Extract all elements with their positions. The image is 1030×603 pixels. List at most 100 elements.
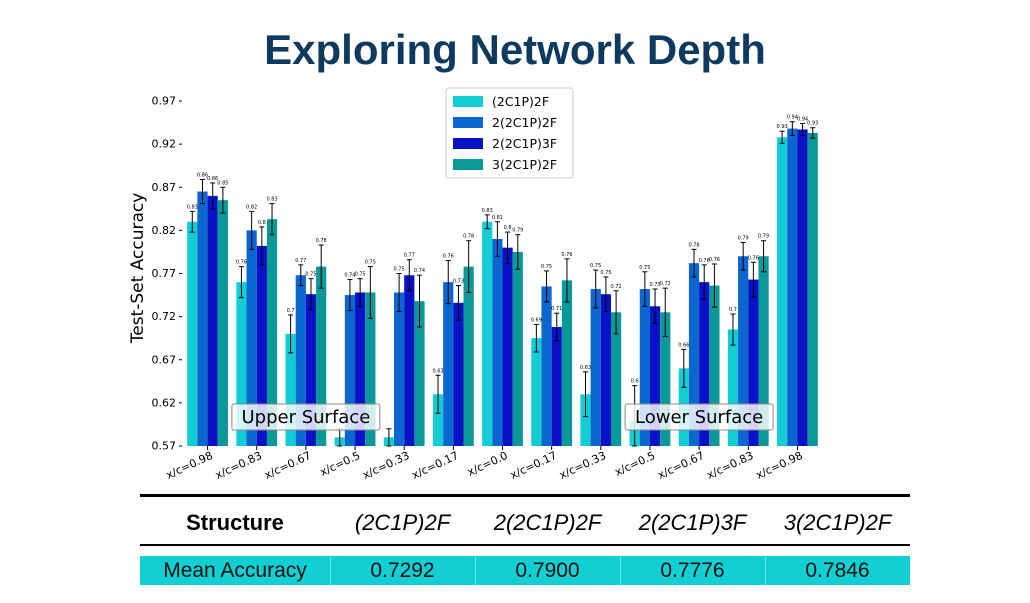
bar bbox=[295, 275, 306, 446]
y-tick-label: 0.67 bbox=[152, 353, 177, 366]
y-tick-label: 0.72 bbox=[152, 310, 177, 323]
cell-divider bbox=[765, 556, 766, 585]
data-label: 0.78 bbox=[688, 242, 699, 248]
structure-name: 2(2C1P)2F bbox=[493, 510, 602, 535]
x-tick-label: x/c=0.33 bbox=[361, 449, 412, 482]
legend-label: 3(2C1P)2F bbox=[492, 157, 557, 172]
data-label: 0.63 bbox=[580, 365, 591, 371]
bars bbox=[187, 121, 818, 447]
data-label: 0.79 bbox=[738, 235, 749, 241]
y-tick-label: 0.77 bbox=[152, 267, 177, 280]
bar bbox=[256, 245, 267, 446]
data-label: 0.74 bbox=[414, 268, 425, 274]
annotation-box bbox=[231, 403, 381, 431]
bar bbox=[688, 263, 700, 446]
data-label: 0.63 bbox=[432, 368, 443, 374]
bar bbox=[649, 306, 661, 446]
mean-accuracy-value: 0.7776 bbox=[660, 559, 725, 582]
bar bbox=[660, 312, 671, 446]
legend-label: 2(2C1P)2F bbox=[492, 115, 557, 130]
bar bbox=[738, 256, 749, 446]
data-label: 0.75 bbox=[394, 267, 405, 273]
bar bbox=[285, 333, 296, 446]
bar bbox=[512, 251, 523, 446]
bar bbox=[443, 282, 454, 446]
annotation-text: Upper Surface bbox=[241, 407, 370, 428]
data-label: 0.8 bbox=[258, 220, 266, 226]
bar bbox=[699, 282, 710, 446]
slide-title: Exploring Network Depth bbox=[264, 26, 766, 73]
y-tick-label: 0.62 bbox=[152, 396, 177, 409]
bar bbox=[807, 132, 818, 446]
data-label: 0.78 bbox=[463, 234, 474, 240]
data-label: 0.94 bbox=[787, 115, 798, 121]
x-tick-label: x/c=0.67 bbox=[262, 449, 313, 482]
bar bbox=[393, 292, 405, 446]
x-tick-label: x/c=0.98 bbox=[164, 449, 215, 482]
data-label: 0.69 bbox=[531, 317, 542, 323]
data-label: 0.93 bbox=[777, 124, 788, 130]
annotation-text: Lower Surface bbox=[635, 407, 763, 428]
data-label: 0.78 bbox=[316, 238, 327, 244]
cell-divider bbox=[620, 556, 621, 585]
mean-accuracy-value: 0.7846 bbox=[805, 559, 870, 582]
bar bbox=[217, 200, 228, 446]
y-tick-label: 0.82 bbox=[152, 224, 177, 237]
annotations: Upper Surface Lower Surface bbox=[231, 403, 774, 431]
data-label: 0.85 bbox=[217, 180, 228, 186]
x-tick-label: x/c=0.0 bbox=[465, 449, 509, 479]
bar bbox=[590, 289, 601, 446]
bar bbox=[531, 338, 542, 446]
bar bbox=[453, 302, 464, 446]
mean-accuracy-value: 0.7900 bbox=[515, 559, 580, 582]
legend-swatch bbox=[453, 138, 483, 149]
bar bbox=[197, 191, 208, 446]
cell-divider bbox=[475, 556, 476, 585]
x-tick-label: x/c=0.17 bbox=[508, 449, 559, 482]
data-label: 0.73 bbox=[453, 279, 464, 285]
bar bbox=[551, 326, 562, 446]
bar bbox=[709, 285, 720, 446]
bar bbox=[502, 247, 513, 446]
data-label: 0.76 bbox=[748, 255, 759, 261]
x-tick-label: x/c=0.98 bbox=[754, 449, 805, 482]
legend: (2C1P)2F 2(2C1P)2F 2(2C1P)3F 3(2C1P)2F bbox=[445, 87, 574, 179]
data-label: 0.76 bbox=[699, 258, 710, 264]
data-label: 0.75 bbox=[639, 265, 650, 271]
data-labels: 0.83 0.76 0.7 0.63 0.83 0.69 0.63 0.6 0.66 0.7 0.9… bbox=[187, 115, 819, 385]
data-label: 0.75 bbox=[541, 264, 552, 270]
legend-label: (2C1P)2F bbox=[492, 94, 549, 109]
bar bbox=[482, 221, 493, 446]
data-label: 0.6 bbox=[631, 379, 639, 385]
structure-header: Structure bbox=[186, 510, 284, 535]
bar bbox=[355, 292, 366, 446]
data-label: 0.72 bbox=[611, 284, 622, 290]
data-label: 0.7 bbox=[729, 307, 737, 313]
data-label: 0.79 bbox=[758, 234, 769, 240]
bar bbox=[600, 294, 612, 446]
bar bbox=[541, 286, 552, 446]
bar bbox=[236, 282, 247, 446]
legend-swatch bbox=[453, 117, 483, 128]
data-label: 0.75 bbox=[355, 272, 366, 278]
data-label: 0.83 bbox=[187, 204, 198, 210]
accuracy-bar-chart: 0.57 0.62 0.67 0.72 0.77 0.82 0.87 0.92 0.97 0.8… bbox=[128, 87, 819, 482]
bar bbox=[492, 239, 503, 446]
structure-name: 3(2C1P)2F bbox=[783, 510, 892, 535]
data-label: 0.71 bbox=[551, 306, 562, 312]
table-top-rule bbox=[140, 494, 910, 497]
data-label: 0.94 bbox=[797, 116, 808, 122]
data-label: 0.82 bbox=[246, 204, 257, 210]
x-tick-label: x/c=0.33 bbox=[557, 449, 608, 482]
y-tick-label: 0.87 bbox=[152, 181, 177, 194]
data-label: 0.76 bbox=[236, 260, 247, 266]
data-label: 0.93 bbox=[807, 121, 818, 127]
x-tick-label: x/c=0.83 bbox=[705, 449, 756, 482]
y-ticks: 0.57 0.62 0.67 0.72 0.77 0.82 0.87 0.92 0.97 bbox=[152, 95, 182, 453]
bar bbox=[748, 279, 759, 446]
cell-divider bbox=[330, 556, 331, 585]
bar bbox=[561, 280, 573, 446]
y-tick-label: 0.57 bbox=[152, 440, 177, 453]
data-label: 0.77 bbox=[295, 258, 306, 264]
bar bbox=[187, 221, 198, 446]
